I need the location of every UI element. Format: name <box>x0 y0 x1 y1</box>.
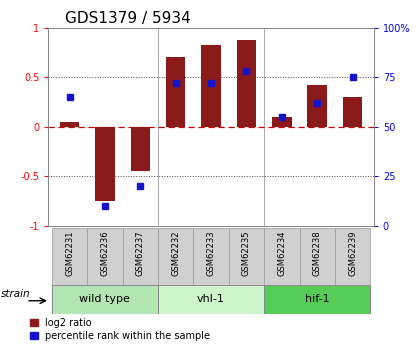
Bar <box>87 228 123 285</box>
Bar <box>52 228 87 285</box>
Bar <box>193 228 229 285</box>
Text: GSM62234: GSM62234 <box>277 230 286 276</box>
Text: GDS1379 / 5934: GDS1379 / 5934 <box>65 11 190 27</box>
Bar <box>307 85 327 127</box>
Bar <box>158 228 193 285</box>
Text: GSM62231: GSM62231 <box>65 230 74 276</box>
Bar <box>158 285 264 314</box>
Text: GSM62237: GSM62237 <box>136 230 145 276</box>
Bar <box>60 122 79 127</box>
Bar <box>52 285 158 314</box>
Text: strain: strain <box>1 289 31 299</box>
Bar <box>264 285 370 314</box>
Bar <box>229 228 264 285</box>
Bar <box>95 127 115 201</box>
Bar <box>264 228 299 285</box>
Text: hif-1: hif-1 <box>305 294 330 304</box>
Bar <box>237 40 256 127</box>
Bar <box>272 117 291 127</box>
Text: wild type: wild type <box>79 294 130 304</box>
Bar <box>201 46 221 127</box>
Legend: log2 ratio, percentile rank within the sample: log2 ratio, percentile rank within the s… <box>26 314 214 345</box>
Text: vhl-1: vhl-1 <box>197 294 225 304</box>
Text: GSM62239: GSM62239 <box>348 230 357 276</box>
Bar <box>166 57 185 127</box>
Bar <box>299 228 335 285</box>
Bar <box>335 228 370 285</box>
Bar <box>131 127 150 171</box>
Bar <box>123 228 158 285</box>
Text: GSM62236: GSM62236 <box>100 230 109 276</box>
Text: GSM62235: GSM62235 <box>242 230 251 276</box>
Text: GSM62232: GSM62232 <box>171 230 180 276</box>
Text: GSM62238: GSM62238 <box>313 230 322 276</box>
Bar <box>343 97 362 127</box>
Text: GSM62233: GSM62233 <box>207 230 215 276</box>
